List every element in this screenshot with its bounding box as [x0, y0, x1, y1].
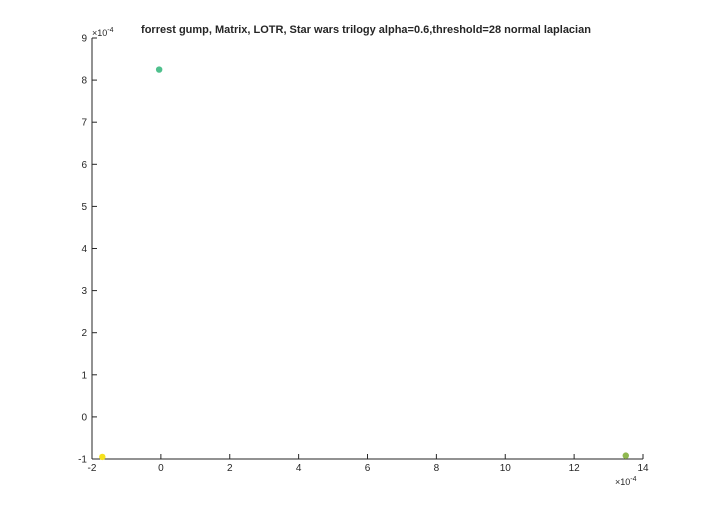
data-point [99, 453, 106, 461]
x-tick-label: 2 [227, 463, 233, 474]
x-tick-label: 14 [637, 463, 649, 474]
x-tick-label: -2 [88, 463, 97, 474]
data-point [622, 452, 629, 459]
y-tick-label: 8 [81, 76, 87, 87]
x-tick-label: 6 [365, 463, 371, 474]
axis-multipliers: ×10-4 ×10-4 [92, 27, 637, 487]
y-tick-label: 5 [81, 202, 87, 213]
data-points [99, 66, 629, 461]
data-point [155, 66, 163, 73]
chart-title: forrest gump, Matrix, LOTR, Star wars tr… [141, 24, 591, 36]
y-tick-label: 7 [81, 118, 87, 129]
y-multiplier-label: ×10-4 [92, 27, 114, 38]
y-tick-label: 2 [81, 328, 87, 339]
x-tick-label: 4 [296, 463, 302, 474]
y-tick-label: 9 [81, 34, 87, 45]
y-tick-label: 1 [81, 370, 87, 381]
y-tick-label: -1 [78, 455, 87, 466]
y-tick-label: 0 [81, 412, 87, 423]
x-tick-label: 12 [569, 463, 581, 474]
y-tick-label: 4 [81, 244, 87, 255]
x-tick-label: 10 [500, 463, 512, 474]
x-multiplier-label: ×10-4 [615, 476, 637, 487]
y-tick-label: 6 [81, 160, 87, 171]
y-tick-label: 3 [81, 286, 87, 297]
x-tick-label: 0 [158, 463, 164, 474]
x-tick-label: 8 [434, 463, 440, 474]
